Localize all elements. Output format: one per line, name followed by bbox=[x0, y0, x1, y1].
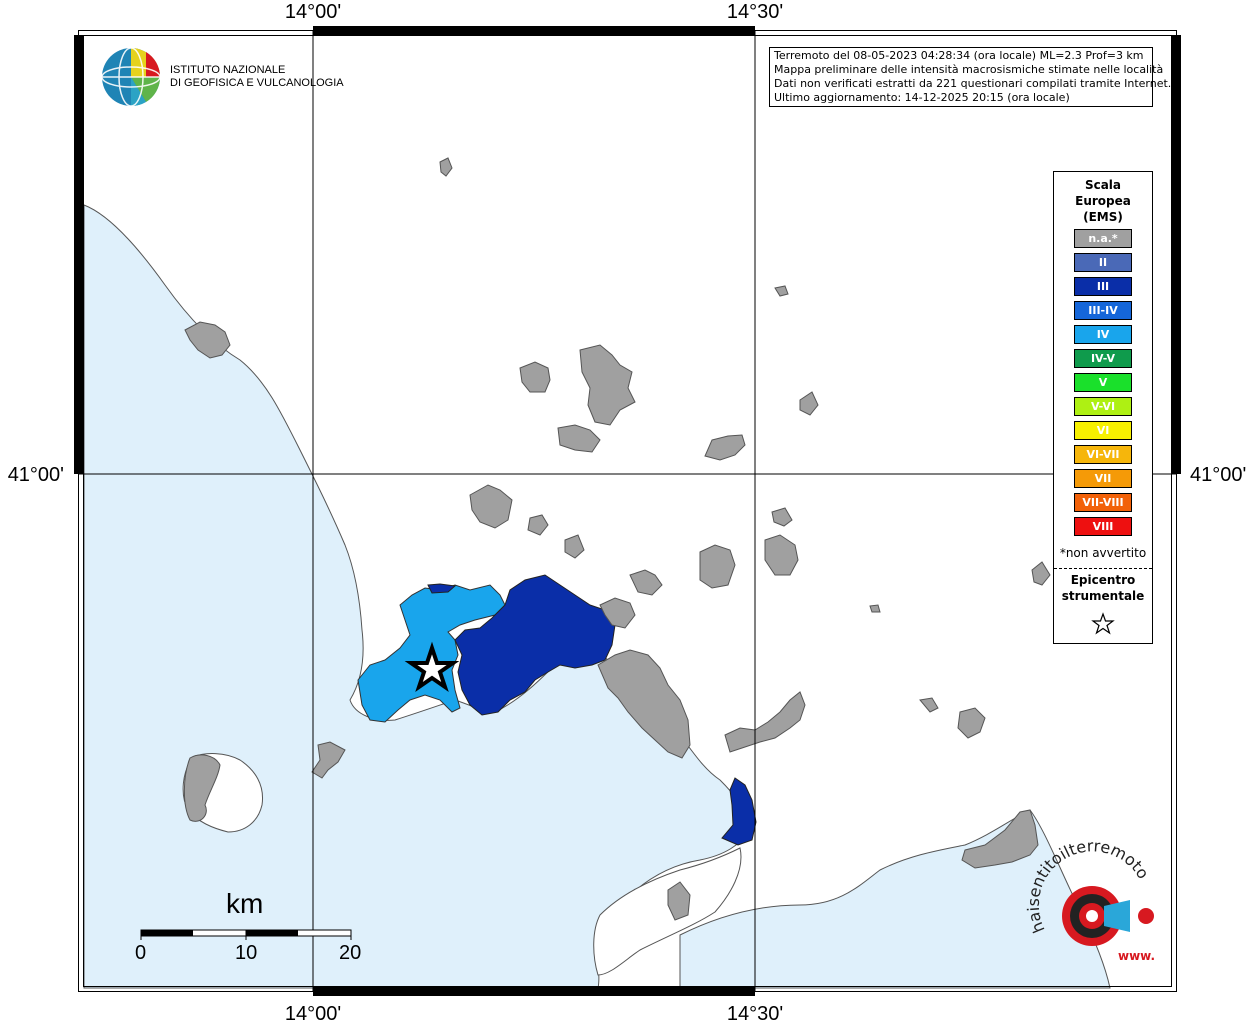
scale-bar bbox=[140, 929, 352, 940]
legend-item-9: VI-VII bbox=[1074, 445, 1132, 464]
ingv-logo-text: ISTITUTO NAZIONALE DI GEOFISICA E VULCAN… bbox=[170, 64, 344, 90]
logo-line-1: ISTITUTO NAZIONALE bbox=[170, 64, 286, 76]
hai-sentito-logo-icon bbox=[1062, 886, 1154, 946]
legend-item-7: V-VI bbox=[1074, 397, 1132, 416]
logo-line-2: DI GEOFISICA E VULCANOLOGIA bbox=[170, 77, 344, 89]
lon-label-top-2: 14°30' bbox=[727, 1, 783, 23]
legend-items: n.a.* II III III-IV IV IV-V V V-VI VI VI-VII VII VI… bbox=[1074, 229, 1132, 541]
legend-title: Scala Europea (EMS) bbox=[1054, 177, 1152, 225]
event-info-line-3: Dati non verificati estratti da 221 ques… bbox=[774, 77, 1172, 90]
legend-item-3: III-IV bbox=[1074, 301, 1132, 320]
legend-epicenter-line-2: strumentale bbox=[1061, 589, 1145, 603]
legend-title-2: Europea bbox=[1075, 194, 1131, 208]
epicenter-star-icon bbox=[404, 641, 460, 693]
scale-tick-0: 0 bbox=[135, 942, 147, 964]
na-municipalities bbox=[184, 157, 1051, 869]
legend-epicenter-label: Epicentro strumentale bbox=[1054, 572, 1152, 604]
legend-item-2: III bbox=[1074, 277, 1132, 296]
procida-island bbox=[311, 741, 346, 779]
ischia-na bbox=[183, 754, 221, 822]
legend-item-8: VI bbox=[1074, 421, 1132, 440]
legend-item-1: II bbox=[1074, 253, 1132, 272]
intensity-iii-small bbox=[427, 583, 457, 594]
legend-item-10: VII bbox=[1074, 469, 1132, 488]
legend-title-3: (EMS) bbox=[1083, 210, 1123, 224]
legend-item-5: IV-V bbox=[1074, 349, 1132, 368]
lon-label-bottom-1: 14°00' bbox=[285, 1003, 341, 1024]
legend-epicenter-line-1: Epicentro bbox=[1070, 573, 1136, 587]
ingv-logo-icon bbox=[101, 47, 161, 107]
legend-item-6: V bbox=[1074, 373, 1132, 392]
scale-tick-10: 10 bbox=[235, 942, 258, 964]
frame-bars bbox=[74, 26, 1181, 996]
scale-tick-20: 20 bbox=[339, 942, 362, 964]
event-info-box: Terremoto del 08-05-2023 04:28:34 (ora l… bbox=[769, 47, 1172, 107]
intensity-iii-east bbox=[721, 777, 757, 846]
legend-separator bbox=[1054, 568, 1152, 569]
ems-legend: Scala Europea (EMS) n.a.* II III III-IV IV IV… bbox=[1053, 171, 1153, 644]
lon-label-bottom-2: 14°30' bbox=[727, 1003, 783, 1024]
legend-title-1: Scala bbox=[1084, 178, 1122, 192]
legend-item-4: IV bbox=[1074, 325, 1132, 344]
capri-land bbox=[593, 847, 742, 976]
legend-star-icon bbox=[1091, 612, 1115, 635]
lat-label-left: 41°00' bbox=[8, 464, 64, 486]
lon-label-top-1: 14°00' bbox=[285, 1, 341, 23]
event-info-line-2: Mappa preliminare delle intensità macros… bbox=[774, 63, 1164, 76]
legend-item-11: VII-VIII bbox=[1074, 493, 1132, 512]
legend-item-12: VIII bbox=[1074, 517, 1132, 536]
intensity-iii-area bbox=[454, 574, 616, 716]
watermark-url: www. bbox=[1118, 949, 1155, 963]
sorrento-na bbox=[667, 881, 691, 921]
scale-bar-title: km bbox=[226, 888, 264, 919]
event-info-line-1: Terremoto del 08-05-2023 04:28:34 (ora l… bbox=[774, 49, 1144, 62]
lat-label-right: 41°00' bbox=[1190, 464, 1246, 486]
legend-item-0: n.a.* bbox=[1074, 229, 1132, 248]
event-info-line-4: Ultimo aggiornamento: 14-12-2025 20:15 (… bbox=[774, 91, 1070, 104]
legend-note: *non avvertito bbox=[1059, 546, 1147, 560]
